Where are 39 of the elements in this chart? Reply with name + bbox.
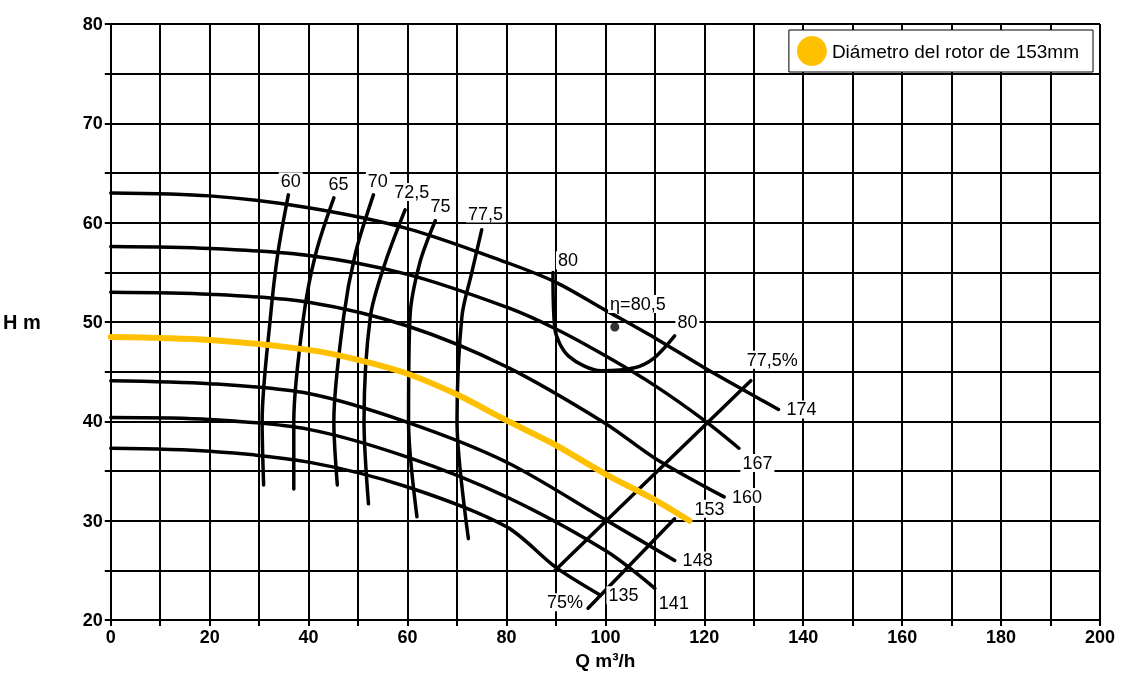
legend-label: Diámetro del rotor de 153mm — [831, 40, 1080, 62]
series-label: 141 — [658, 592, 689, 613]
x-tick-label: 40 — [298, 627, 319, 648]
series-label: 75% — [547, 592, 584, 613]
series-label: 80 — [677, 312, 698, 333]
x-tick-label: 180 — [986, 627, 1017, 648]
annotation: 153 — [694, 498, 725, 519]
y-tick-label: 40 — [82, 411, 103, 432]
series-label: 148 — [682, 550, 713, 571]
x-tick-label: 60 — [397, 627, 418, 648]
x-tick-label: 0 — [105, 627, 116, 648]
series-label: η=80,5 — [610, 293, 666, 314]
y-tick-label: 50 — [82, 312, 103, 333]
x-tick-label: 80 — [496, 627, 517, 648]
series-label: 75 — [430, 196, 451, 217]
series-label: 167 — [742, 453, 773, 474]
annotation: 80 — [557, 250, 578, 271]
y-tick-label: 20 — [82, 610, 103, 631]
series-label: 77,5 — [467, 203, 503, 224]
series-label: 60 — [280, 171, 301, 192]
y-tick-label: 60 — [82, 212, 103, 233]
x-tick-label: 120 — [689, 627, 720, 648]
y-tick-label: 30 — [82, 510, 103, 531]
x-tick-label: 200 — [1084, 627, 1116, 648]
series-label: 70 — [367, 170, 388, 191]
series-label: 174 — [786, 399, 817, 420]
x-axis-title: Q m³/h — [575, 650, 636, 671]
series-label: 135 — [608, 585, 639, 606]
y-axis-title: H m — [2, 311, 41, 334]
x-tick-label: 140 — [788, 627, 819, 648]
series-label: 65 — [328, 173, 349, 194]
y-tick-label: 70 — [82, 113, 103, 134]
y-tick-label: 80 — [82, 14, 103, 34]
series-label: 160 — [732, 486, 763, 507]
x-tick-label: 100 — [590, 627, 621, 648]
x-tick-label: 20 — [199, 627, 220, 648]
series-label: 77,5% — [746, 349, 798, 370]
x-tick-label: 160 — [887, 627, 918, 648]
series-label: 72,5 — [394, 181, 430, 202]
